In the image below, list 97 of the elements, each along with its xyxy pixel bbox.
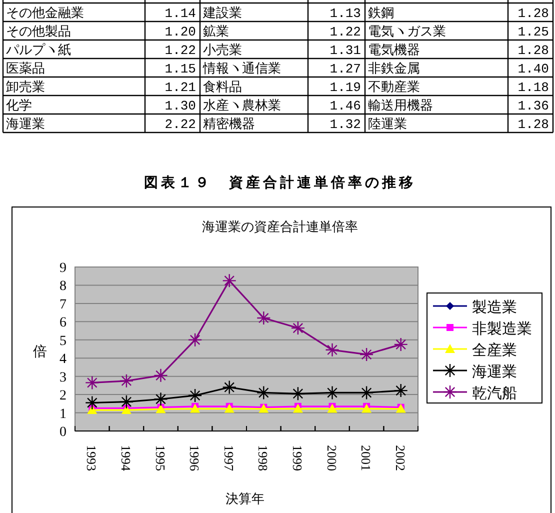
text: 1.28 xyxy=(518,6,549,21)
text: 1.22 xyxy=(330,24,361,40)
point xyxy=(290,320,306,336)
legend-label: 非製造業 xyxy=(472,320,532,338)
text: 不動産業 xyxy=(368,79,420,95)
text: 1.32 xyxy=(330,117,361,132)
point xyxy=(256,310,271,326)
point xyxy=(85,396,100,410)
text: 1.40 xyxy=(518,62,549,76)
text: 食料品 xyxy=(203,80,242,95)
text: 1.31 xyxy=(330,43,362,58)
point xyxy=(359,347,374,362)
text: 1.22 xyxy=(164,43,196,58)
point xyxy=(119,394,134,409)
x-tick-label: 2002 xyxy=(392,445,408,471)
point xyxy=(362,404,372,413)
text: 1.14 xyxy=(164,6,196,21)
text: 1.15 xyxy=(164,62,196,76)
text: 1.21 xyxy=(164,80,196,95)
text: 1.30 xyxy=(164,98,196,114)
text: 1.18 xyxy=(518,80,549,95)
text: 1.28 xyxy=(518,117,549,132)
text: 2.22 xyxy=(164,117,196,132)
x-tick-label: 2000 xyxy=(324,445,340,471)
chart-subtitle: 海運業の資産合計連単倍率 xyxy=(202,219,358,235)
point xyxy=(188,388,202,403)
legend-label: 製造業 xyxy=(472,298,517,316)
point xyxy=(154,368,168,383)
text: 化学 xyxy=(6,98,32,114)
point xyxy=(325,386,340,400)
text: 輸送用機器 xyxy=(368,98,433,114)
y-tick-label: 2 xyxy=(60,388,66,404)
x-tick-label: 1995 xyxy=(152,445,168,471)
text: 電気ヽガス業 xyxy=(368,24,446,40)
text: 電気機器 xyxy=(368,43,420,58)
point xyxy=(156,404,166,414)
y-tick-label: 7 xyxy=(60,297,66,312)
point xyxy=(394,337,408,352)
point xyxy=(85,376,100,390)
legend-label: 海運業 xyxy=(472,362,517,380)
y-tick-label: 3 xyxy=(60,370,66,386)
text: 1.19 xyxy=(330,80,361,95)
text: 小売業 xyxy=(203,43,242,58)
point xyxy=(119,374,134,388)
text: パルプヽ紙 xyxy=(5,43,71,58)
y-tick-label: 0 xyxy=(60,425,66,440)
text: 水産ヽ農林業 xyxy=(203,98,281,114)
text: 1.25 xyxy=(518,24,549,40)
text: 鉱業 xyxy=(203,24,229,40)
point xyxy=(224,404,234,413)
text: 1.13 xyxy=(330,6,361,21)
legend-label: 全産業 xyxy=(472,341,517,359)
text: 陸運業 xyxy=(368,117,407,132)
x-tick-label: 1998 xyxy=(256,445,271,471)
text: 1.36 xyxy=(518,98,549,114)
point xyxy=(190,404,200,413)
text: 建設業 xyxy=(202,6,242,21)
x-tick-label: 1993 xyxy=(84,445,100,471)
text: 医薬品 xyxy=(6,62,45,76)
point xyxy=(188,332,202,347)
point xyxy=(222,274,236,288)
point xyxy=(292,404,303,413)
text: 1.46 xyxy=(330,98,361,114)
x-axis-title: 決算年 xyxy=(226,492,264,507)
y-tick-label: 1 xyxy=(60,406,66,422)
text: 鉄鋼 xyxy=(368,6,394,21)
y-tick-label: 8 xyxy=(60,279,66,294)
text: 1.20 xyxy=(164,24,196,40)
legend-label: 乾汽船 xyxy=(472,384,517,402)
x-tick-label: 1994 xyxy=(118,445,134,472)
text: その他金融業 xyxy=(6,6,84,21)
x-tick-label: 2001 xyxy=(358,445,374,471)
chart-title: 図表１９ 資産合計連単倍率の推移 xyxy=(144,174,416,191)
point xyxy=(121,405,132,414)
point xyxy=(290,386,306,401)
text: 精密機器 xyxy=(203,117,255,132)
text: 1.28 xyxy=(518,43,549,58)
x-tick-label: 1999 xyxy=(290,445,305,471)
point xyxy=(222,380,236,394)
text: 1.27 xyxy=(330,62,361,76)
point xyxy=(325,342,340,358)
x-tick-label: 1997 xyxy=(221,445,236,472)
point xyxy=(256,386,271,400)
point xyxy=(327,404,338,413)
text: 卸売業 xyxy=(6,80,45,95)
text: 情報ヽ通信業 xyxy=(202,62,281,76)
x-tick-label: 1996 xyxy=(187,445,202,472)
point xyxy=(394,383,408,398)
y-tick-label: 5 xyxy=(60,334,66,349)
text: 海運業 xyxy=(6,117,45,132)
text: 非鉄金属 xyxy=(368,62,420,76)
point xyxy=(154,392,168,406)
y-tick-label: 4 xyxy=(60,352,66,368)
y-tick-label: 9 xyxy=(60,261,66,276)
text: その他製品 xyxy=(6,24,71,40)
y-tick-label: 6 xyxy=(60,316,66,331)
y-axis-title: 倍 xyxy=(33,344,47,360)
